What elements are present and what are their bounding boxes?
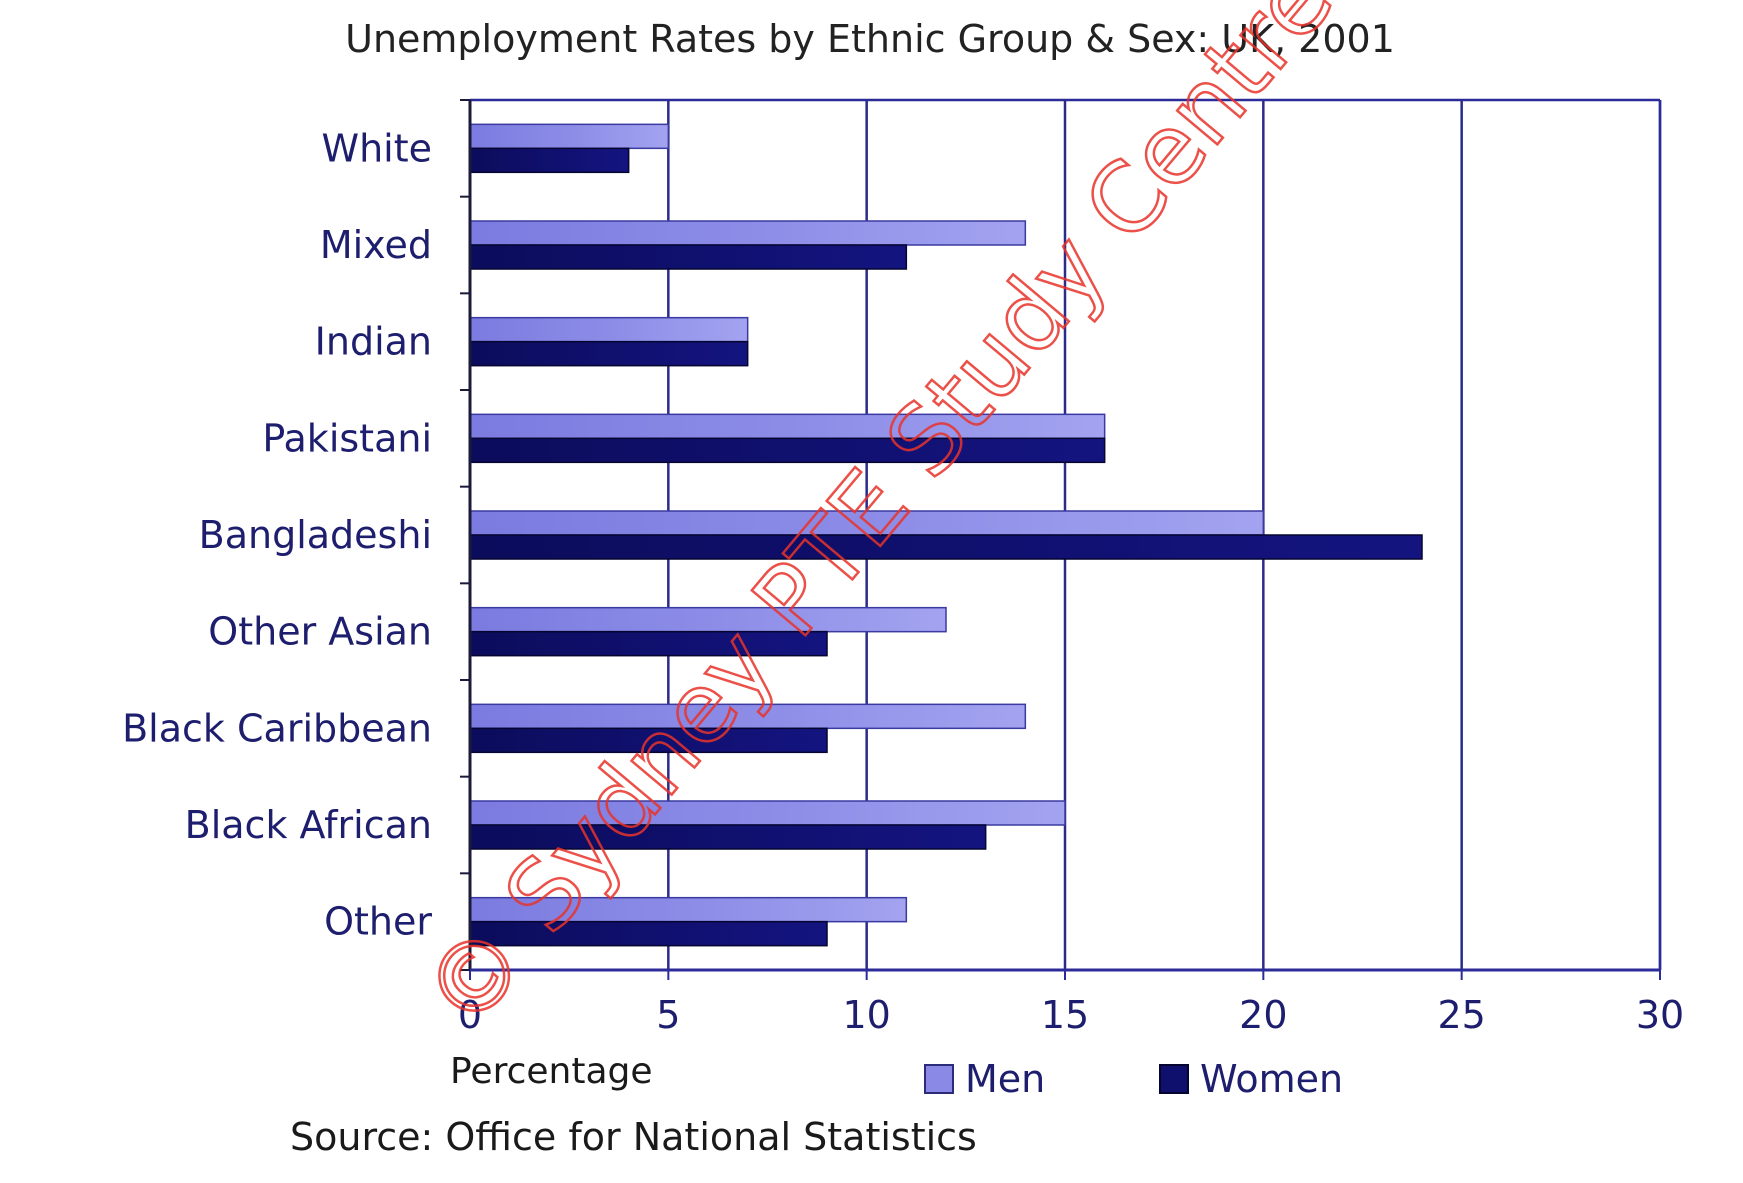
source-note: Source: Office for National Statistics (290, 1115, 977, 1159)
category-label-white: White (322, 126, 433, 170)
bar-women-indian (469, 340, 749, 367)
bar-men-other (469, 896, 908, 923)
bar-men-other-asian (469, 606, 947, 633)
category-label-mixed: Mixed (320, 223, 432, 267)
category-label-other-asian: Other Asian (208, 610, 432, 654)
bar-men-mixed (469, 220, 1027, 246)
bars (469, 123, 1423, 947)
x-tick-label: 25 (1437, 993, 1485, 1037)
bar-women-black-caribbean (469, 727, 828, 754)
category-labels: White Mixed Indian Pakistani Bangladeshi Othe… (122, 126, 432, 943)
chart-title: Unemployment Rates by Ethnic Group & Sex… (345, 17, 1395, 61)
x-tick-label: 20 (1239, 993, 1287, 1037)
x-tick-label: 5 (656, 993, 680, 1037)
bar-women-other (469, 920, 828, 947)
bar-women-other-asian (469, 630, 828, 657)
bar-women-bangladeshi (469, 534, 1423, 560)
category-label-other: Other (324, 900, 432, 944)
x-tick-labels: 0 5 10 15 20 25 30 (458, 993, 1684, 1037)
bar-men-black-african (469, 800, 1066, 826)
x-tick-label: 30 (1636, 993, 1684, 1037)
category-label-black-african: Black African (185, 803, 432, 847)
category-label-bangladeshi: Bangladeshi (199, 513, 432, 557)
x-axis-label: Percentage (450, 1051, 653, 1092)
legend-label-men: Men (965, 1057, 1045, 1101)
x-tick-label: 15 (1041, 993, 1089, 1037)
bar-men-pakistani (469, 413, 1106, 440)
category-label-pakistani: Pakistani (262, 416, 432, 460)
x-tick-label: 10 (842, 993, 890, 1037)
bar-men-indian (469, 316, 749, 343)
bar-women-mixed (469, 244, 908, 270)
bar-women-white (469, 147, 630, 174)
bar-men-white (469, 123, 670, 150)
legend-swatch-women (1159, 1064, 1189, 1094)
axes (460, 98, 1662, 980)
category-label-black-caribbean: Black Caribbean (122, 706, 432, 750)
bar-women-pakistani (469, 437, 1106, 464)
category-label-indian: Indian (315, 320, 432, 364)
legend-label-women: Women (1200, 1057, 1343, 1101)
x-tick-label: 0 (458, 993, 482, 1037)
legend-swatch-men (924, 1064, 954, 1094)
legend: Men Women (924, 1057, 1343, 1101)
